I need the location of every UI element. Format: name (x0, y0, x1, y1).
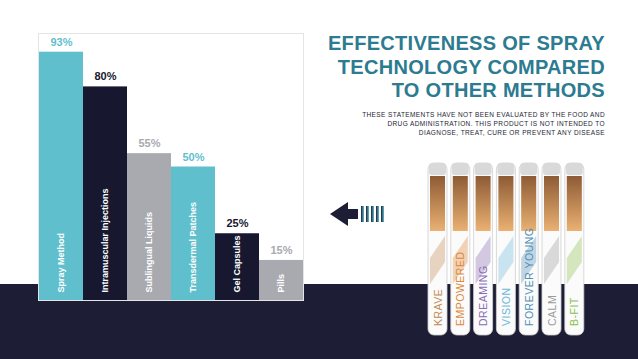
svg-text:Pills: Pills (276, 274, 286, 293)
html-text:THESE STATEMENTS HAVE NOT BEEN: THESE STATEMENTS HAVE NOT BEEN EVALUATED… (362, 111, 605, 136)
svg-text:KRAVE: KRAVE (432, 289, 444, 326)
svg-text:DREAMING: DREAMING (477, 265, 489, 326)
svg-text:Transdermal Patches: Transdermal Patches (188, 202, 198, 293)
svg-text:93%: 93% (50, 36, 72, 48)
svg-text:VISION: VISION (500, 287, 512, 326)
svg-text:Gel Capsules: Gel Capsules (232, 235, 242, 292)
svg-text:CALM: CALM (546, 295, 558, 326)
svg-text:FOREVER YOUNG: FOREVER YOUNG (523, 228, 535, 327)
svg-text:50%: 50% (182, 151, 204, 163)
svg-text:80%: 80% (94, 70, 116, 82)
svg-text:EMPOWERED: EMPOWERED (454, 251, 466, 326)
svg-text:Sublingual Liquids: Sublingual Liquids (144, 212, 154, 293)
svg-text:15%: 15% (270, 244, 292, 256)
svg-text:Intramuscular Injections: Intramuscular Injections (100, 188, 110, 292)
html-text:EFFECTIVENESS OF SPRAY TECHNOL: EFFECTIVENESS OF SPRAY TECHNOLOGY COMPAR… (328, 32, 605, 102)
svg-text:25%: 25% (226, 217, 248, 229)
svg-text:B-FIT: B-FIT (568, 297, 580, 326)
svg-text:Spray Method: Spray Method (56, 233, 66, 293)
svg-text:55%: 55% (138, 137, 160, 149)
